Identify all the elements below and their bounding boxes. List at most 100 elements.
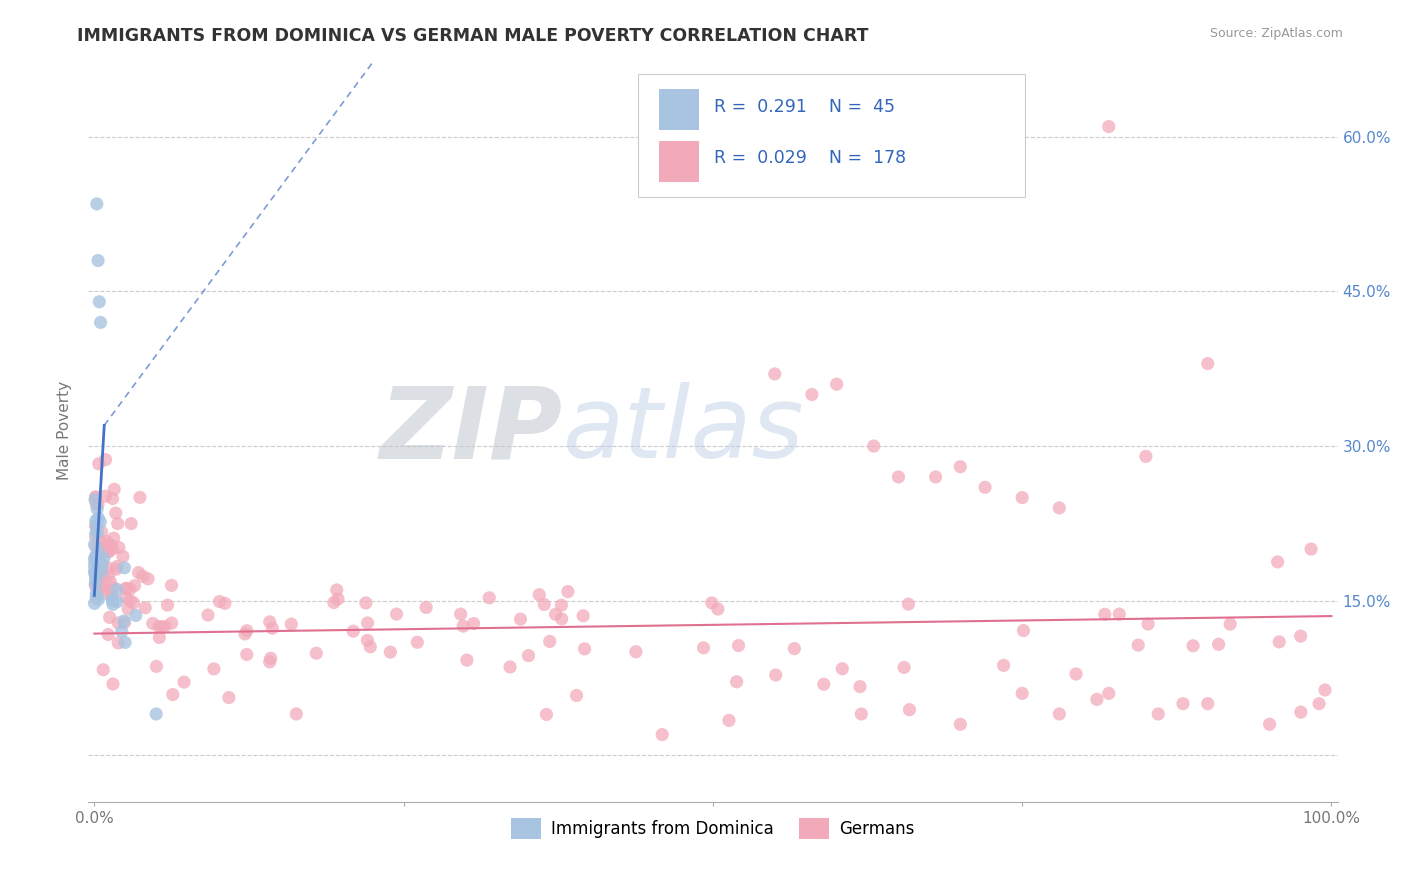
Point [83, 552, 105, 566]
Point [97, 561, 120, 575]
Point [93, 586, 115, 600]
Point [517, 648, 540, 663]
Point [150, 620, 173, 634]
Point [103, 482, 125, 496]
Point [993, 658, 1015, 673]
Point [103, 531, 125, 545]
Point [763, 367, 786, 381]
Point [218, 690, 240, 705]
Point [104, 506, 127, 520]
Point [114, 615, 136, 630]
Point [84, 590, 107, 604]
Point [825, 377, 848, 392]
Point [851, 706, 873, 721]
Point [122, 596, 145, 610]
Point [800, 387, 823, 401]
Point [87, 592, 110, 607]
Point [700, 596, 723, 610]
Point [84, 518, 107, 533]
Point [160, 578, 183, 592]
Point [862, 439, 884, 453]
Point [93, 543, 115, 558]
Point [84, 579, 107, 593]
Point [148, 619, 170, 633]
Point [97, 544, 120, 558]
Point [142, 616, 165, 631]
Point [100, 583, 122, 598]
Point [1137, 617, 1160, 632]
Point [326, 592, 349, 607]
Point [96, 534, 118, 549]
Point [89, 515, 111, 529]
Point [136, 572, 159, 586]
Point [1197, 357, 1219, 371]
Point [305, 646, 328, 660]
Point [105, 582, 128, 597]
Point [529, 588, 551, 602]
Point [707, 602, 730, 616]
Point [145, 659, 167, 673]
Point [86, 502, 108, 516]
Point [115, 582, 138, 596]
Point [451, 619, 474, 633]
Point [356, 615, 378, 630]
Point [86, 587, 108, 601]
Point [90, 542, 112, 557]
Text: R =  0.029    N =  178: R = 0.029 N = 178 [714, 149, 907, 168]
Point [260, 651, 283, 665]
Point [1098, 686, 1121, 700]
Point [1147, 706, 1170, 721]
Point [651, 728, 673, 742]
Point [83, 565, 105, 579]
Point [1301, 542, 1323, 557]
Point [536, 707, 558, 722]
Point [406, 635, 429, 649]
Point [322, 595, 344, 609]
Point [100, 588, 122, 602]
Point [111, 624, 134, 639]
Point [974, 480, 997, 494]
Point [114, 561, 136, 575]
Point [1267, 555, 1289, 569]
Point [924, 470, 946, 484]
Point [84, 587, 107, 601]
Point [87, 498, 110, 512]
Point [84, 514, 107, 528]
Point [509, 612, 531, 626]
Point [103, 581, 125, 595]
Point [86, 517, 108, 532]
Point [86, 574, 108, 589]
Point [233, 627, 256, 641]
Point [87, 511, 110, 525]
Point [1011, 491, 1033, 505]
Point [98, 574, 121, 589]
Point [89, 553, 111, 567]
Point [1098, 120, 1121, 134]
Point [478, 591, 501, 605]
Point [129, 491, 152, 505]
Point [90, 524, 112, 539]
Point [117, 602, 139, 616]
Point [236, 624, 259, 638]
Point [898, 703, 921, 717]
Point [84, 491, 107, 505]
Point [551, 612, 574, 626]
Point [1135, 450, 1157, 464]
Point [107, 516, 129, 531]
Point [949, 459, 972, 474]
Point [101, 592, 124, 607]
Point [93, 571, 115, 585]
Point [90, 558, 112, 573]
Point [456, 653, 478, 667]
Point [86, 524, 108, 539]
Point [87, 253, 110, 268]
Bar [659, 141, 699, 182]
Point [87, 544, 110, 558]
Point [107, 615, 129, 630]
Point [354, 596, 377, 610]
Point [259, 615, 281, 629]
Point [1094, 607, 1116, 622]
Point [84, 565, 107, 579]
Point [84, 519, 107, 533]
Point [813, 677, 835, 691]
